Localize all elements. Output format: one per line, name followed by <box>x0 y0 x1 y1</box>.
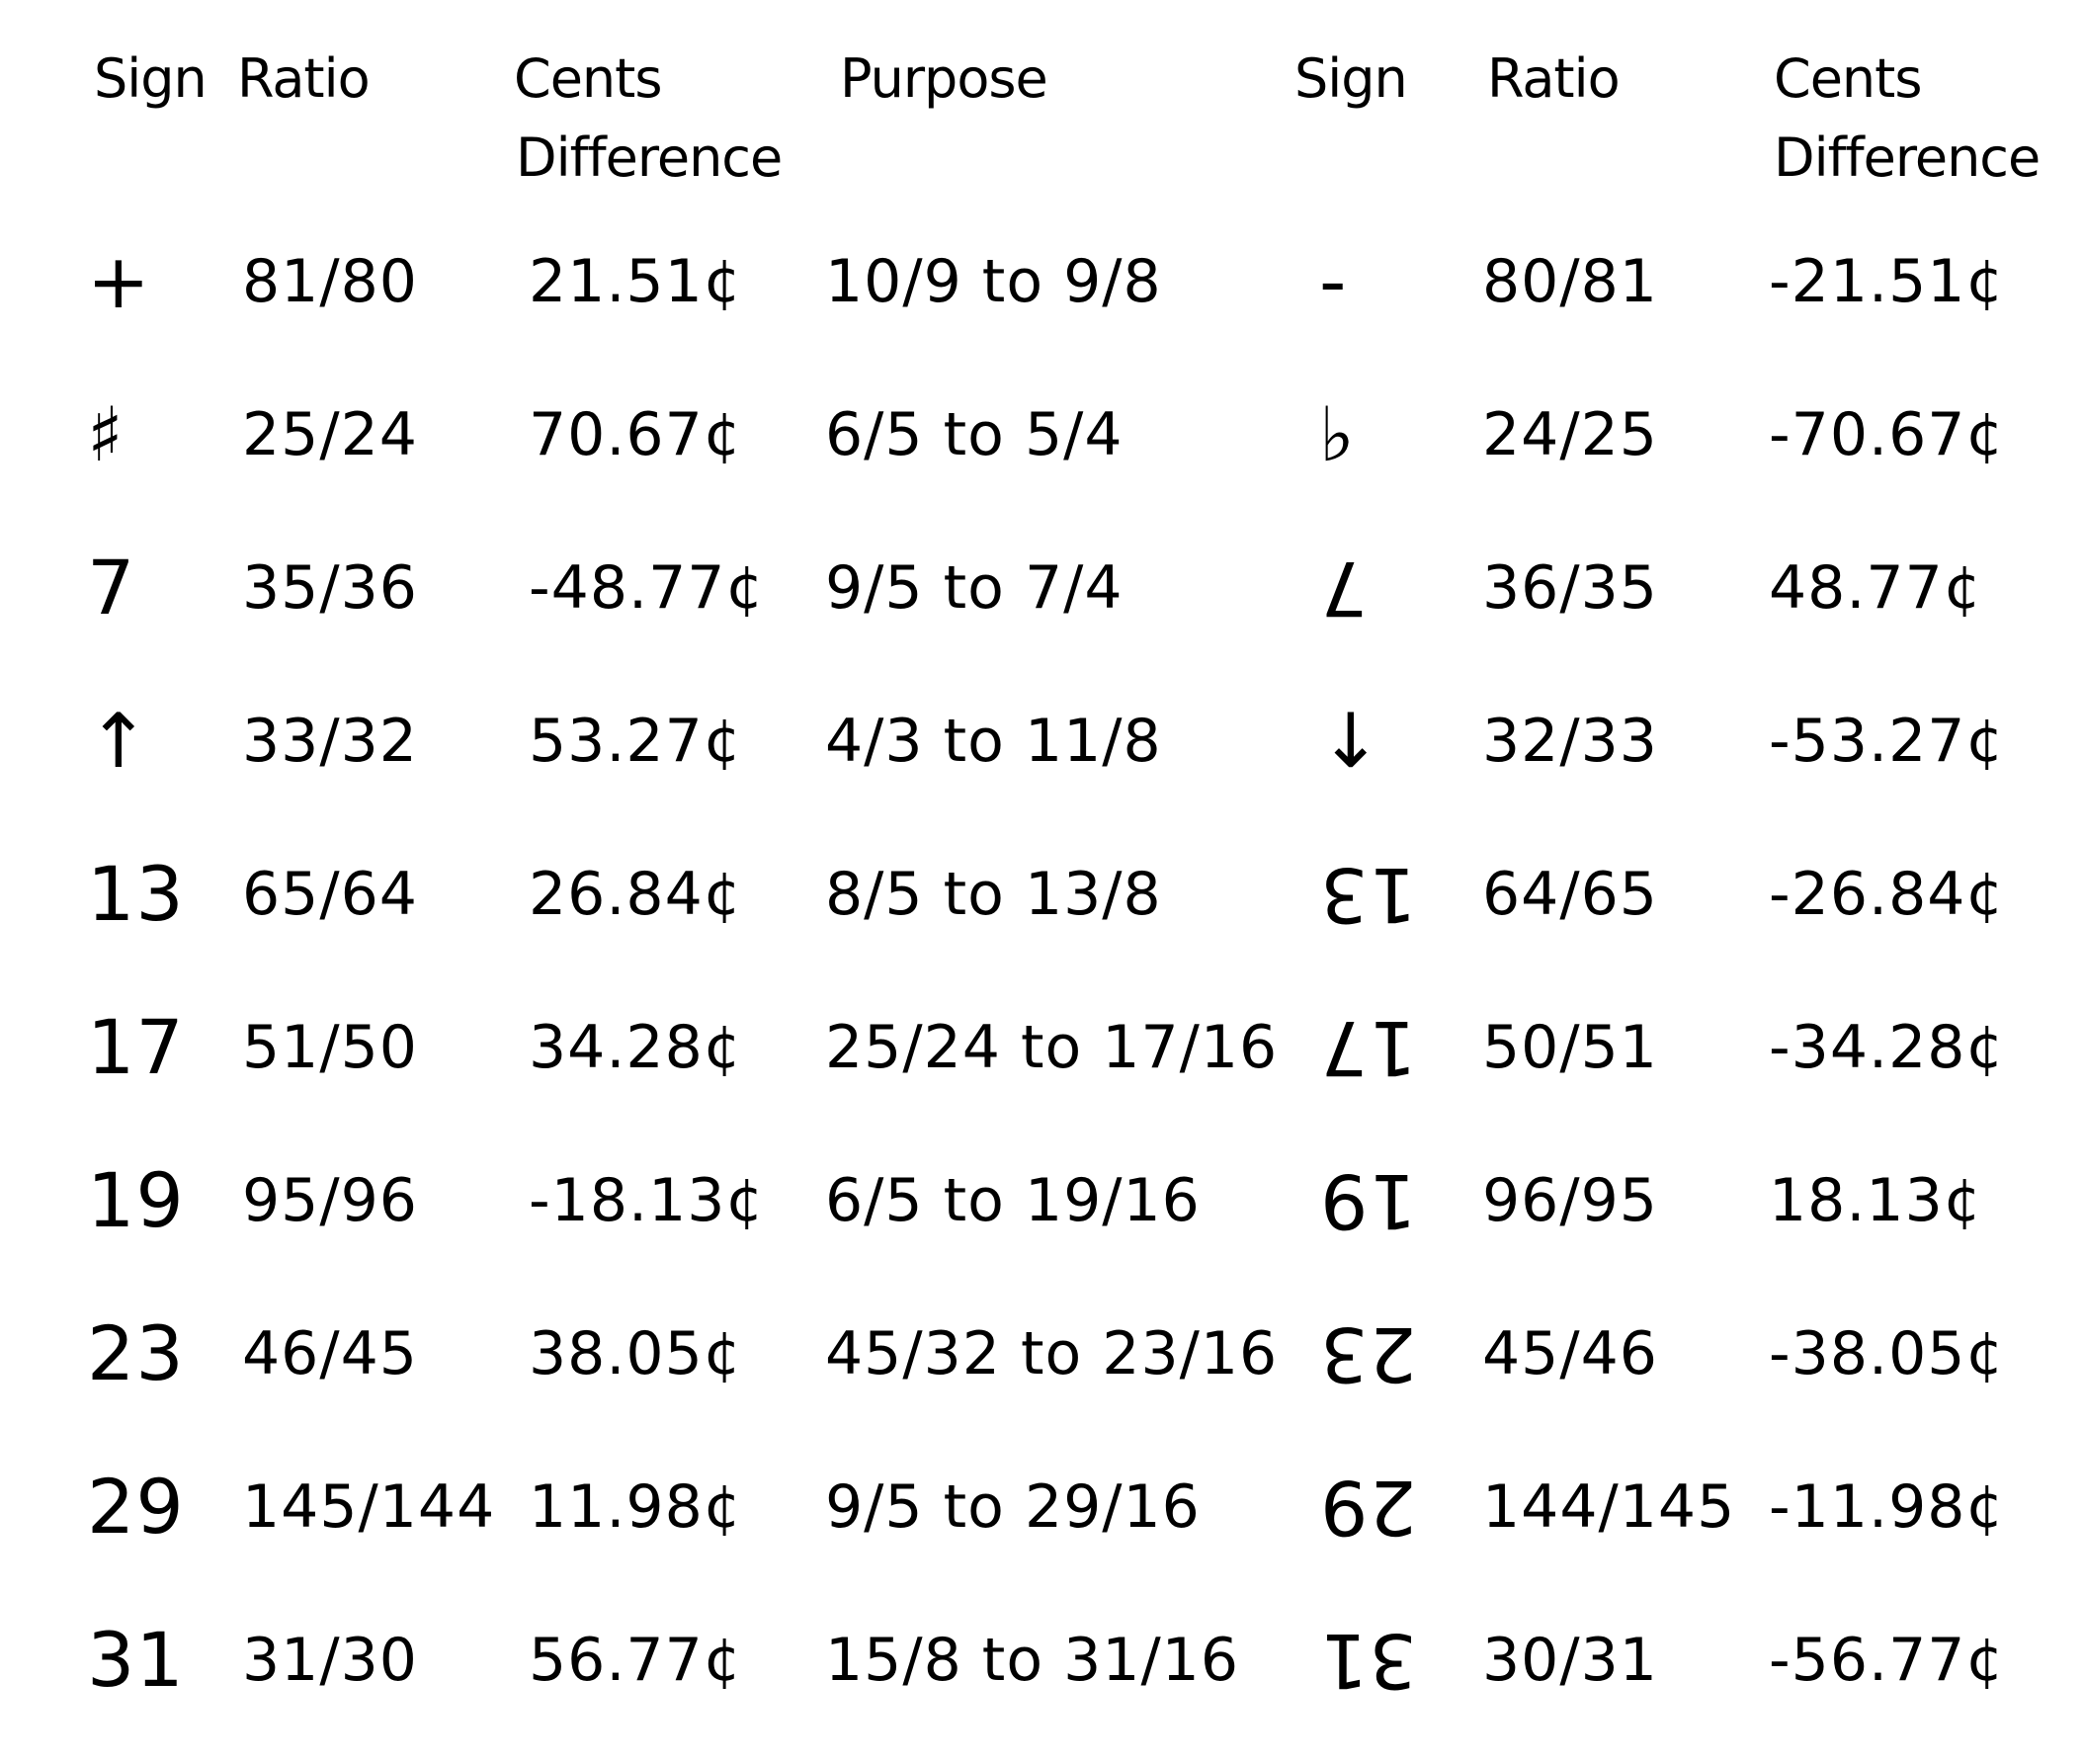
row-inverse-cents: -38.05¢ <box>1769 1319 2005 1388</box>
row-inverse-sign: ↓ <box>1319 697 1383 785</box>
row-purpose: 9/5 to 29/16 <box>825 1472 1201 1542</box>
row-cents: 34.28¢ <box>529 1013 742 1082</box>
row-cents: -18.13¢ <box>529 1166 765 1235</box>
row-purpose: 4/3 to 11/8 <box>825 707 1162 776</box>
row-inverse-ratio: 36/35 <box>1482 553 1658 623</box>
row-inverse-ratio: 144/145 <box>1482 1472 1736 1542</box>
row-inverse-sign: 19 <box>1319 1157 1417 1245</box>
row-purpose: 10/9 to 9/8 <box>825 247 1162 316</box>
row-inverse-sign: 13 <box>1319 851 1417 939</box>
header-ratio-left: Ratio <box>237 47 371 110</box>
row-ratio: 95/96 <box>242 1166 418 1235</box>
row-ratio: 33/32 <box>242 707 418 776</box>
header-cents-left-line2: Difference <box>516 126 783 189</box>
row-cents: 26.84¢ <box>529 860 742 929</box>
row-inverse-ratio: 80/81 <box>1482 247 1658 316</box>
row-purpose: 45/32 to 23/16 <box>825 1319 1279 1388</box>
row-cents: 11.98¢ <box>529 1472 742 1542</box>
row-sign: 31 <box>87 1616 185 1704</box>
header-cents-right-line2: Difference <box>1774 126 2041 189</box>
row-inverse-cents: -11.98¢ <box>1769 1472 2005 1542</box>
row-inverse-ratio: 24/25 <box>1482 400 1658 469</box>
row-ratio: 51/50 <box>242 1013 418 1082</box>
row-purpose: 9/5 to 7/4 <box>825 553 1124 623</box>
row-ratio: 81/80 <box>242 247 418 316</box>
row-ratio: 46/45 <box>242 1319 418 1388</box>
row-sign: 23 <box>87 1309 185 1397</box>
row-inverse-sign: 7 <box>1319 545 1369 632</box>
row-inverse-sign: 23 <box>1319 1310 1417 1398</box>
row-inverse-cents: -34.28¢ <box>1769 1013 2005 1082</box>
rotated-sign-glyph: 19 <box>1319 1157 1417 1245</box>
row-inverse-ratio: 96/95 <box>1482 1166 1658 1235</box>
header-purpose: Purpose <box>840 47 1048 110</box>
header-cents-left-line1: Cents <box>514 47 662 110</box>
row-ratio: 25/24 <box>242 400 418 469</box>
row-purpose: 25/24 to 17/16 <box>825 1013 1279 1082</box>
row-inverse-sign: 17 <box>1319 1004 1417 1092</box>
rotated-sign-glyph: 29 <box>1319 1464 1417 1552</box>
row-inverse-sign: 29 <box>1319 1464 1417 1552</box>
row-sign: 7 <box>87 544 136 631</box>
row-cents: 38.05¢ <box>529 1319 742 1388</box>
header-ratio-right: Ratio <box>1487 47 1621 110</box>
row-inverse-cents: -56.77¢ <box>1769 1626 2005 1695</box>
row-ratio: 31/30 <box>242 1626 418 1695</box>
row-inverse-sign: 31 <box>1319 1617 1417 1705</box>
row-ratio: 65/64 <box>242 860 418 929</box>
row-cents: 21.51¢ <box>529 247 742 316</box>
row-inverse-cents: -70.67¢ <box>1769 400 2005 469</box>
row-sign: + <box>87 237 151 325</box>
row-purpose: 15/8 to 31/16 <box>825 1626 1240 1695</box>
header-sign-left: Sign <box>94 47 208 110</box>
rotated-sign-glyph: 13 <box>1319 851 1417 939</box>
row-cents: 53.27¢ <box>529 707 742 776</box>
row-sign: 29 <box>87 1463 185 1551</box>
row-inverse-ratio: 30/31 <box>1482 1626 1658 1695</box>
header-sign-right: Sign <box>1294 47 1408 110</box>
row-sign: 17 <box>87 1003 185 1091</box>
row-inverse-ratio: 50/51 <box>1482 1013 1658 1082</box>
row-inverse-sign: ♭ <box>1319 390 1356 478</box>
row-purpose: 8/5 to 13/8 <box>825 860 1162 929</box>
rotated-sign-glyph: 7 <box>1319 545 1369 632</box>
rotated-sign-glyph: 17 <box>1319 1004 1417 1092</box>
row-inverse-ratio: 64/65 <box>1482 860 1658 929</box>
row-sign: 19 <box>87 1156 185 1244</box>
row-ratio: 35/36 <box>242 553 418 623</box>
row-inverse-cents: 18.13¢ <box>1769 1166 1982 1235</box>
header-cents-right-line1: Cents <box>1774 47 1922 110</box>
row-ratio: 145/144 <box>242 1472 496 1542</box>
row-purpose: 6/5 to 19/16 <box>825 1166 1201 1235</box>
rotated-sign-glyph: 31 <box>1319 1617 1417 1705</box>
row-cents: 70.67¢ <box>529 400 742 469</box>
row-inverse-cents: 48.77¢ <box>1769 553 1982 623</box>
row-cents: 56.77¢ <box>529 1626 742 1695</box>
row-inverse-ratio: 45/46 <box>1482 1319 1658 1388</box>
row-inverse-cents: -26.84¢ <box>1769 860 2005 929</box>
row-cents: -48.77¢ <box>529 553 765 623</box>
rotated-sign-glyph: 23 <box>1319 1310 1417 1398</box>
row-sign: ↑ <box>87 697 151 785</box>
row-sign: 13 <box>87 850 185 938</box>
row-inverse-sign: - <box>1319 237 1348 325</box>
row-purpose: 6/5 to 5/4 <box>825 400 1124 469</box>
row-inverse-cents: -53.27¢ <box>1769 707 2005 776</box>
row-inverse-ratio: 32/33 <box>1482 707 1658 776</box>
row-sign: ♯ <box>87 390 125 478</box>
row-inverse-cents: -21.51¢ <box>1769 247 2005 316</box>
